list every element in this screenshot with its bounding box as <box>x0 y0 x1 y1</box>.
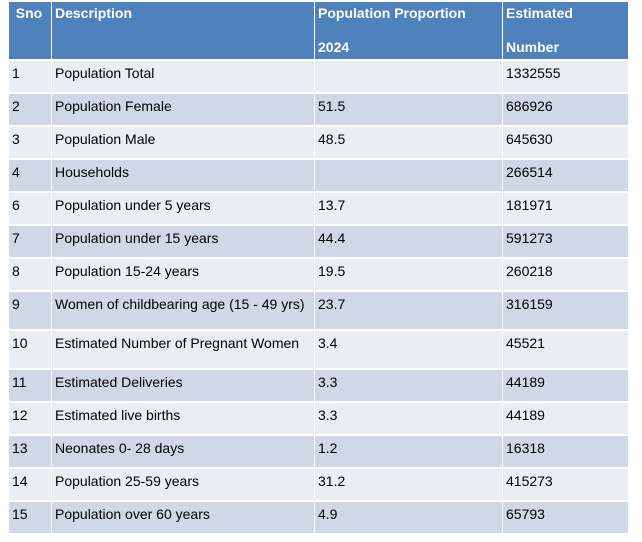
header-sno: Sno <box>9 2 52 59</box>
cell-description: Population under 15 years <box>52 224 315 257</box>
cell-number: 645630 <box>503 125 629 158</box>
cell-proportion: 48.5 <box>315 125 503 158</box>
table-row: 3 Population Male 48.5 645630 <box>9 125 629 158</box>
cell-description: Estimated Number of Pregnant Women <box>52 329 315 368</box>
cell-description: Population 25-59 years <box>52 467 315 500</box>
cell-sno: 14 <box>9 467 52 500</box>
cell-number: 44189 <box>503 368 629 401</box>
cell-description: Population over 60 years <box>52 500 315 533</box>
table-row: 10 Estimated Number of Pregnant Women 3.… <box>9 329 629 368</box>
cell-proportion <box>315 59 503 92</box>
cell-sno: 12 <box>9 401 52 434</box>
table-row: 12 Estimated live births 3.3 44189 <box>9 401 629 434</box>
table-row: 11 Estimated Deliveries 3.3 44189 <box>9 368 629 401</box>
cell-number: 1332555 <box>503 59 629 92</box>
header-description-label: Description <box>55 5 133 21</box>
table-row: 15 Population over 60 years 4.9 65793 <box>9 500 629 533</box>
cell-proportion: 44.4 <box>315 224 503 257</box>
table-header-row: Sno Description Population Proportion 20… <box>9 2 629 59</box>
cell-sno: 7 <box>9 224 52 257</box>
cell-sno: 9 <box>9 290 52 329</box>
table-row: 9 Women of childbearing age (15 - 49 yrs… <box>9 290 629 329</box>
cell-description: Neonates 0- 28 days <box>52 434 315 467</box>
population-table: Sno Description Population Proportion 20… <box>9 2 629 533</box>
cell-description: Population Female <box>52 92 315 125</box>
cell-proportion <box>315 158 503 191</box>
cell-description: Population Male <box>52 125 315 158</box>
cell-number: 316159 <box>503 290 629 329</box>
cell-number: 181971 <box>503 191 629 224</box>
cell-description: Population Total <box>52 59 315 92</box>
header-description: Description <box>52 2 315 59</box>
header-proportion-label: Population Proportion <box>318 5 466 21</box>
cell-sno: 11 <box>9 368 52 401</box>
cell-sno: 10 <box>9 329 52 368</box>
cell-proportion: 31.2 <box>315 467 503 500</box>
cell-proportion: 3.4 <box>315 329 503 368</box>
cell-description: Population 15-24 years <box>52 257 315 290</box>
cell-proportion: 51.5 <box>315 92 503 125</box>
cell-number: 591273 <box>503 224 629 257</box>
table-row: 13 Neonates 0- 28 days 1.2 16318 <box>9 434 629 467</box>
cell-sno: 15 <box>9 500 52 533</box>
cell-proportion: 4.9 <box>315 500 503 533</box>
header-proportion: Population Proportion 2024 <box>315 2 503 59</box>
table-row: 1 Population Total 1332555 <box>9 59 629 92</box>
cell-proportion: 3.3 <box>315 368 503 401</box>
cell-proportion: 23.7 <box>315 290 503 329</box>
cell-sno: 2 <box>9 92 52 125</box>
cell-description: Women of childbearing age (15 - 49 yrs) <box>52 290 315 329</box>
table-row: 14 Population 25-59 years 31.2 415273 <box>9 467 629 500</box>
cell-sno: 3 <box>9 125 52 158</box>
cell-description: Estimated Deliveries <box>52 368 315 401</box>
cell-description: Households <box>52 158 315 191</box>
cell-proportion: 19.5 <box>315 257 503 290</box>
cell-number: 266514 <box>503 158 629 191</box>
cell-number: 45521 <box>503 329 629 368</box>
cell-sno: 6 <box>9 191 52 224</box>
header-number: Estimated Number <box>503 2 629 59</box>
cell-number: 415273 <box>503 467 629 500</box>
cell-number: 16318 <box>503 434 629 467</box>
header-number-label: Estimated <box>506 5 573 21</box>
header-proportion-year: 2024 <box>318 39 350 55</box>
cell-sno: 8 <box>9 257 52 290</box>
cell-number: 44189 <box>503 401 629 434</box>
header-sno-label: Sno <box>15 5 43 21</box>
cell-number: 65793 <box>503 500 629 533</box>
cell-description: Population under 5 years <box>52 191 315 224</box>
table-row: 6 Population under 5 years 13.7 181971 <box>9 191 629 224</box>
cell-proportion: 13.7 <box>315 191 503 224</box>
cell-proportion: 3.3 <box>315 401 503 434</box>
table-row: 4 Households 266514 <box>9 158 629 191</box>
cell-number: 686926 <box>503 92 629 125</box>
cell-proportion: 1.2 <box>315 434 503 467</box>
header-number-label-2: Number <box>506 39 559 55</box>
cell-sno: 13 <box>9 434 52 467</box>
table-row: 7 Population under 15 years 44.4 591273 <box>9 224 629 257</box>
cell-sno: 1 <box>9 59 52 92</box>
table-row: 2 Population Female 51.5 686926 <box>9 92 629 125</box>
cell-sno: 4 <box>9 158 52 191</box>
table-row: 8 Population 15-24 years 19.5 260218 <box>9 257 629 290</box>
cell-number: 260218 <box>503 257 629 290</box>
cell-description: Estimated live births <box>52 401 315 434</box>
